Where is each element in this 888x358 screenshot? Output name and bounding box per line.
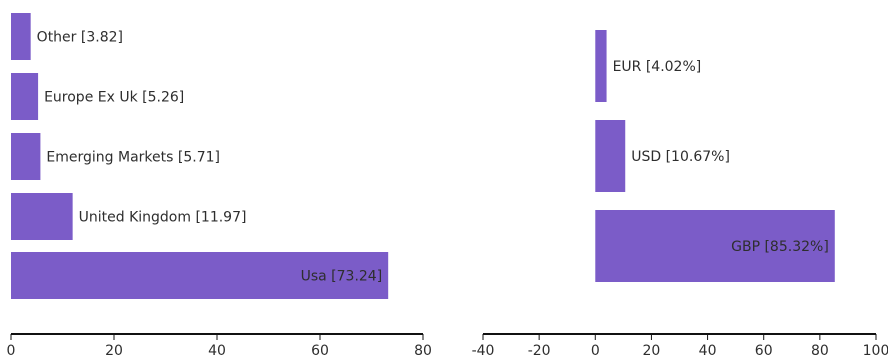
region-bar-usa	[11, 252, 389, 299]
currency-x-tick-label: 20	[643, 343, 661, 358]
region-x-tick-label: 20	[105, 343, 123, 358]
region-allocation-chart: Usa [73.24] United Kingdom [11.97] Emergin…	[7, 13, 432, 358]
region-x-tick-label: 60	[311, 343, 329, 358]
currency-bar-label: EUR [4.02%]	[613, 59, 702, 75]
currency-x-tick-label: 40	[699, 343, 717, 358]
region-bar-other	[11, 13, 31, 60]
region-bar-united-kingdom	[11, 193, 73, 240]
currency-x-tick-label: -20	[528, 343, 551, 358]
currency-x-tick-label: -40	[472, 343, 495, 358]
region-bar-emerging-markets	[11, 133, 41, 180]
currency-x-tick-label: 0	[591, 343, 600, 358]
currency-x-tick-label: 60	[755, 343, 773, 358]
region-x-tick-label: 40	[208, 343, 226, 358]
region-bar-label: Usa [73.24]	[301, 269, 383, 285]
currency-x-tick-label: 100	[863, 343, 888, 358]
currency-x-tick-label: 80	[811, 343, 829, 358]
region-bar-label: Europe Ex Uk [5.26]	[44, 90, 184, 106]
region-x-tick-label: 80	[414, 343, 432, 358]
currency-bar-gbp	[595, 210, 835, 282]
region-bar-label: Other [3.82]	[37, 30, 123, 46]
region-x-tick-label: 0	[7, 343, 16, 358]
currency-allocation-chart: GBP [85.32%] USD [10.67%] EUR [4.02%] -40 -2…	[472, 30, 888, 358]
region-bar-europe-ex-uk	[11, 73, 39, 120]
region-bar-label: United Kingdom [11.97]	[79, 210, 247, 226]
currency-bar-label: USD [10.67%]	[631, 149, 730, 165]
region-bar-label: Emerging Markets [5.71]	[46, 150, 220, 166]
currency-bar-label: GBP [85.32%]	[731, 239, 829, 255]
currency-bar-eur	[595, 30, 607, 102]
currency-bar-usd	[595, 120, 626, 192]
